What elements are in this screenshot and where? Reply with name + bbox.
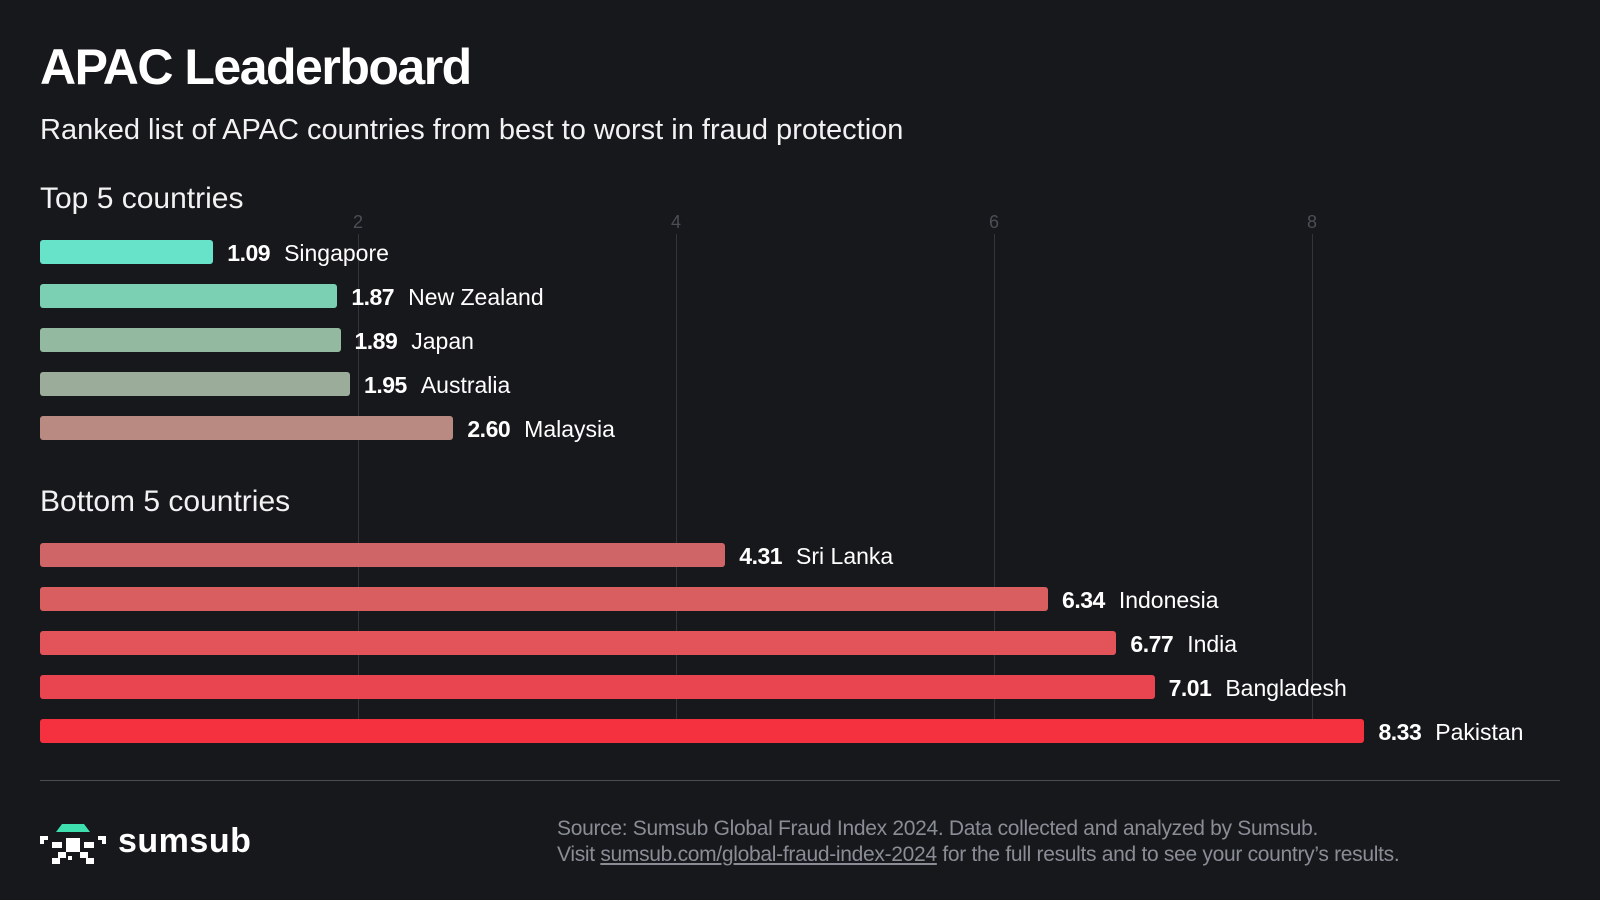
bar <box>40 675 1155 699</box>
country-label: Malaysia <box>524 416 615 442</box>
value-label: 2.60 <box>467 416 511 442</box>
source-line: Source: Sumsub Global Fraud Index 2024. … <box>557 817 1319 840</box>
bar <box>40 543 726 567</box>
value-label: 4.31 <box>739 543 783 569</box>
value-label: 1.09 <box>227 240 271 266</box>
divider <box>40 780 1560 781</box>
bar <box>40 416 454 440</box>
bar <box>40 240 214 264</box>
bar <box>40 587 1049 611</box>
bar <box>40 328 341 352</box>
page-title: APAC Leaderboard <box>40 39 472 95</box>
sumsub-logo: sumsub <box>40 816 251 866</box>
sumsub-logo-icon <box>40 824 106 864</box>
fraud-index-link[interactable]: sumsub.com/global-fraud-index-2024 <box>600 843 937 866</box>
bar-label: 1.09 Singapore <box>227 241 389 265</box>
source-note: Source: Sumsub Global Fraud Index 2024. … <box>557 816 1400 868</box>
value-label: 7.01 <box>1168 675 1212 701</box>
x-tick-label: 4 <box>670 212 682 232</box>
bar-label: 1.95 Australia <box>364 373 510 397</box>
bar-label: 6.34 Indonesia <box>1062 588 1219 612</box>
bar-label: 6.77 India <box>1130 632 1237 656</box>
bar-label: 1.89 Japan <box>355 329 474 353</box>
gridline <box>358 234 359 732</box>
gridline <box>994 234 995 732</box>
x-tick-label: 6 <box>988 212 1000 232</box>
bar <box>40 631 1117 655</box>
bar-label: 4.31 Sri Lanka <box>739 544 893 568</box>
bar-label: 8.33 Pakistan <box>1378 720 1523 744</box>
page-subtitle: Ranked list of APAC countries from best … <box>40 114 904 146</box>
bar <box>40 372 351 396</box>
top-section-heading: Top 5 countries <box>40 182 244 215</box>
gridline <box>676 234 677 732</box>
country-label: Pakistan <box>1435 719 1524 745</box>
country-label: India <box>1187 631 1238 657</box>
visit-suffix: for the full results and to see your cou… <box>936 843 1400 866</box>
country-label: Singapore <box>284 240 389 266</box>
value-label: 1.87 <box>351 284 395 310</box>
value-label: 6.34 <box>1062 587 1105 613</box>
value-label: 8.33 <box>1378 719 1422 745</box>
gridline <box>1312 234 1313 732</box>
x-tick-label: 8 <box>1306 212 1318 232</box>
country-label: Sri Lanka <box>796 543 894 569</box>
visit-line: Visit sumsub.com/global-fraud-index-2024… <box>557 842 1400 868</box>
country-label: Bangladesh <box>1225 675 1347 701</box>
x-tick-label: 2 <box>352 212 364 232</box>
country-label: New Zealand <box>408 284 544 310</box>
value-label: 1.95 <box>364 372 407 398</box>
visit-prefix: Visit <box>557 843 601 866</box>
value-label: 1.89 <box>354 328 398 354</box>
country-label: Indonesia <box>1118 587 1219 613</box>
bar-label: 1.87 New Zealand <box>351 285 543 309</box>
value-label: 6.77 <box>1130 631 1174 657</box>
country-label: Japan <box>411 328 474 354</box>
logo-text: sumsub <box>118 821 252 860</box>
bar-label: 7.01 Bangladesh <box>1169 676 1347 700</box>
bar <box>40 719 1365 743</box>
bottom-section-heading: Bottom 5 countries <box>40 485 291 518</box>
bar <box>40 284 338 308</box>
bar-label: 2.60 Malaysia <box>467 417 615 441</box>
country-label: Australia <box>420 372 511 398</box>
